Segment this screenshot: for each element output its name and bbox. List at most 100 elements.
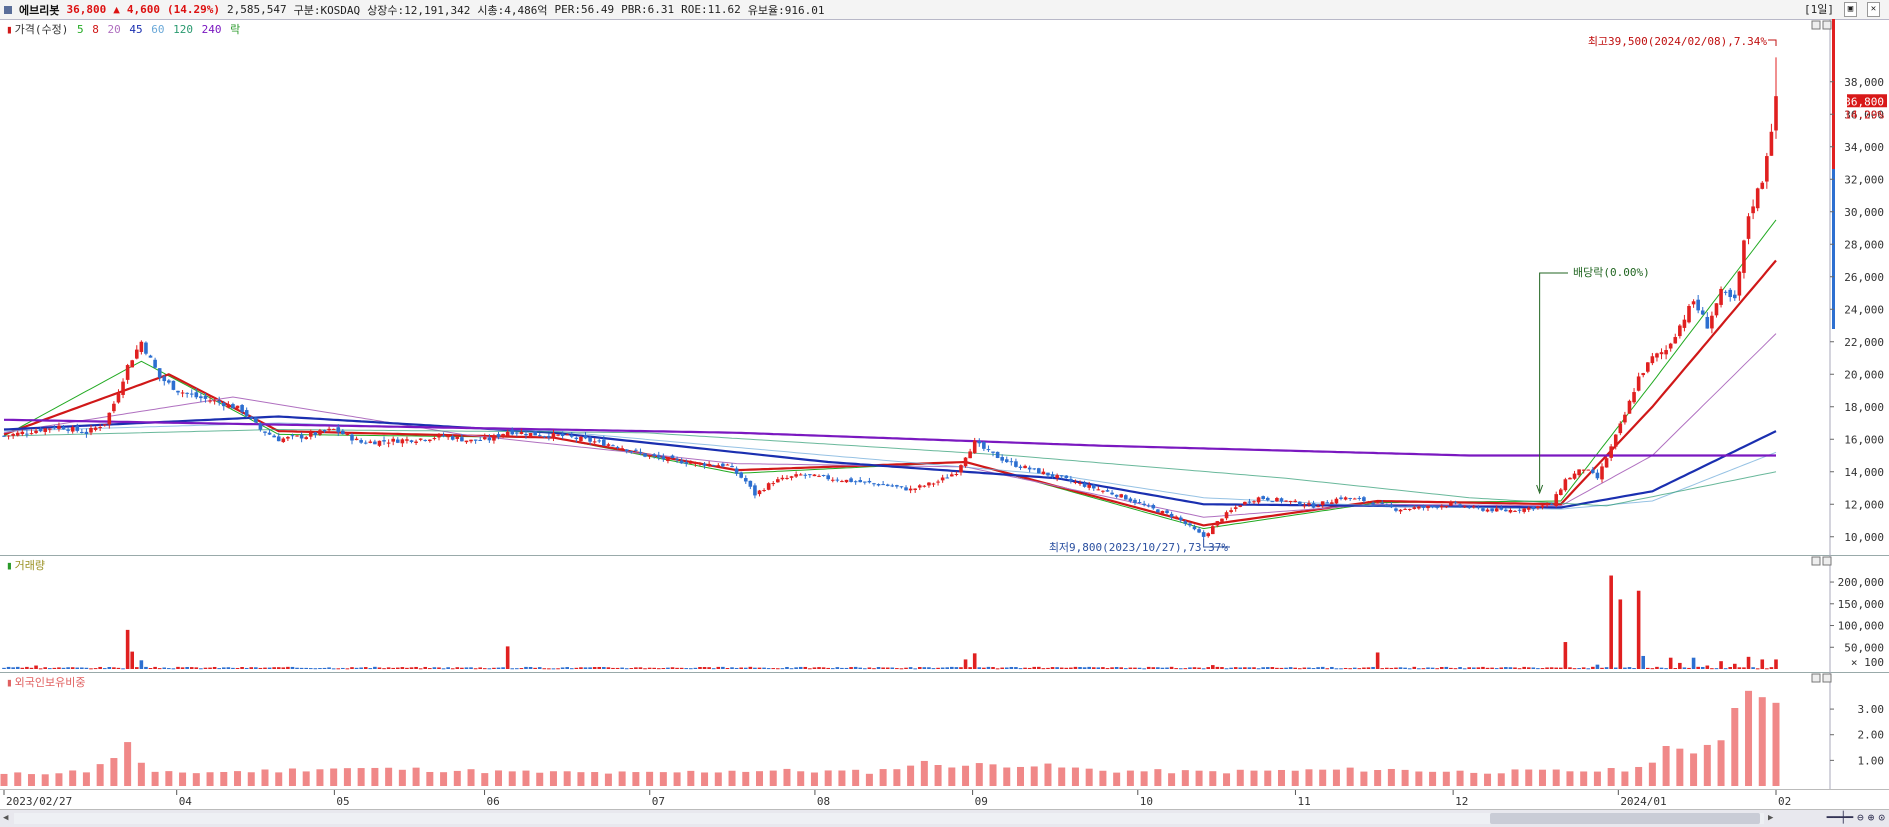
stock-name[interactable]: 에브리봇 [19, 3, 60, 17]
candle-body [212, 400, 217, 402]
legend-ma120[interactable]: 120 [173, 23, 193, 36]
candle-body [675, 458, 679, 460]
candle-body [721, 463, 725, 467]
period-selector[interactable]: [1일] [1804, 3, 1834, 16]
candle-body [492, 435, 496, 441]
foreign-bar [1319, 769, 1327, 786]
volume-bar [588, 667, 592, 669]
candle-body [1458, 504, 1462, 507]
candle-body [1343, 497, 1348, 500]
foreign-bar [1648, 762, 1656, 786]
legend-ma240[interactable]: 240 [201, 23, 222, 36]
price-tick-label: 34,000 [1844, 141, 1884, 154]
volume-value: 2,585,547 [226, 3, 287, 16]
scroll-bar[interactable]: ◀ ▶ ━━┿━ ⊖ ⊕ ⊙ [0, 809, 1889, 827]
volume-bar [176, 666, 180, 669]
volume-bar [1105, 668, 1110, 670]
volume-bar [212, 666, 217, 669]
legend-ma20[interactable]: 20 [107, 23, 121, 36]
volume-bar [679, 667, 684, 669]
price-tick-label: 18,000 [1844, 401, 1884, 414]
zoom-in-icon[interactable]: ⊕ [1867, 811, 1875, 824]
price-chart[interactable]: 최고39,500(2024/02/08),7.34% 최저9,800(2023/… [0, 19, 1889, 555]
volume-bar [98, 666, 102, 669]
volume-bar [34, 665, 38, 669]
volume-bar [1513, 667, 1517, 669]
candle-body [1247, 501, 1252, 503]
volume-bar [890, 667, 895, 669]
volume-bar [1018, 668, 1023, 670]
candle-body [849, 478, 853, 482]
candle-body [1664, 350, 1668, 355]
volume-bar [1687, 667, 1691, 669]
zoom-slider-icon[interactable]: ━━┿━ [1826, 811, 1854, 824]
candle-body [25, 433, 29, 435]
legend-ex-dividend[interactable]: 락 [230, 23, 241, 36]
volume-bar [1536, 668, 1540, 670]
volume-bar [244, 667, 249, 669]
volume-bar [1137, 667, 1142, 669]
scroll-right-icon[interactable]: ▶ [1768, 813, 1774, 823]
volume-bar [753, 667, 757, 669]
volume-bar [1490, 667, 1494, 669]
volume-bar [354, 667, 359, 669]
volume-bar [1618, 599, 1623, 669]
price-pane[interactable]: ▮ 가격(수정) 5 8 20 45 60 120 240 락 최고39,500(… [0, 19, 1889, 556]
candle-body [821, 475, 826, 477]
menu-icon[interactable] [4, 5, 12, 14]
legend-ma45[interactable]: 45 [129, 23, 143, 36]
volume-chart[interactable]: 50,000 100,000 150,000 200,000 × 100 [0, 555, 1889, 672]
close-icon[interactable]: ✕ [1867, 1, 1880, 17]
foreign-chart[interactable]: 1.00 2.00 3.00 [0, 672, 1889, 789]
legend-ma60[interactable]: 60 [151, 23, 165, 36]
candle-body [1600, 466, 1604, 480]
candle-body [20, 431, 25, 435]
pct-tag: 14.29% [1844, 108, 1884, 121]
candle-body [1385, 504, 1389, 506]
scroll-track[interactable] [14, 813, 1764, 824]
candle-body [1128, 498, 1133, 502]
candle-body [382, 440, 386, 442]
volume-bar [125, 629, 130, 669]
zoom-reset-icon[interactable]: ⊙ [1878, 811, 1885, 824]
candle-body [1398, 509, 1403, 512]
foreign-pane[interactable]: ▮ 외국인보유비중 1.00 2.00 3.00 [0, 672, 1889, 790]
candle-body [226, 404, 231, 408]
candle-body [1064, 475, 1069, 479]
zoom-out-icon[interactable]: ⊖ [1857, 811, 1864, 824]
volume-bar [620, 667, 624, 669]
volume-bar [240, 667, 244, 669]
scroll-thumb[interactable] [1490, 813, 1760, 824]
volume-bar [1476, 667, 1481, 669]
volume-bar [1435, 668, 1439, 670]
candle-body [84, 431, 89, 434]
volume-pane[interactable]: ▮ 거래량 50,000 100,000 150,000 200,000 × 100 [0, 555, 1889, 673]
candle-body [817, 475, 821, 477]
candle-body [904, 487, 908, 491]
dividend-arrow-icon [1536, 484, 1544, 495]
volume-bar [1311, 668, 1316, 670]
foreign-bar [1511, 769, 1519, 786]
volume-bar [52, 667, 57, 669]
volume-bar [1494, 668, 1499, 670]
volume-bar [1243, 667, 1247, 669]
volume-bar [812, 667, 817, 669]
maximize-icon[interactable]: ▣ [1844, 1, 1857, 17]
legend-ma8[interactable]: 8 [92, 23, 99, 36]
candle-body [629, 451, 634, 453]
candle-body [1700, 310, 1705, 315]
candle-body [331, 428, 336, 430]
volume-bar [547, 668, 551, 670]
candle-body [537, 435, 542, 437]
price-change: 4,600 [126, 3, 160, 16]
scroll-left-icon[interactable]: ◀ [3, 813, 9, 823]
volume-bar [1668, 657, 1673, 669]
candle-body [519, 432, 524, 435]
legend-ma5[interactable]: 5 [76, 23, 84, 36]
candle-body [950, 474, 954, 477]
candle-body [15, 432, 20, 436]
volume-bar [1128, 667, 1133, 669]
candle-body [231, 404, 235, 409]
volume-bar [519, 668, 524, 670]
foreign-bar [1016, 766, 1024, 786]
